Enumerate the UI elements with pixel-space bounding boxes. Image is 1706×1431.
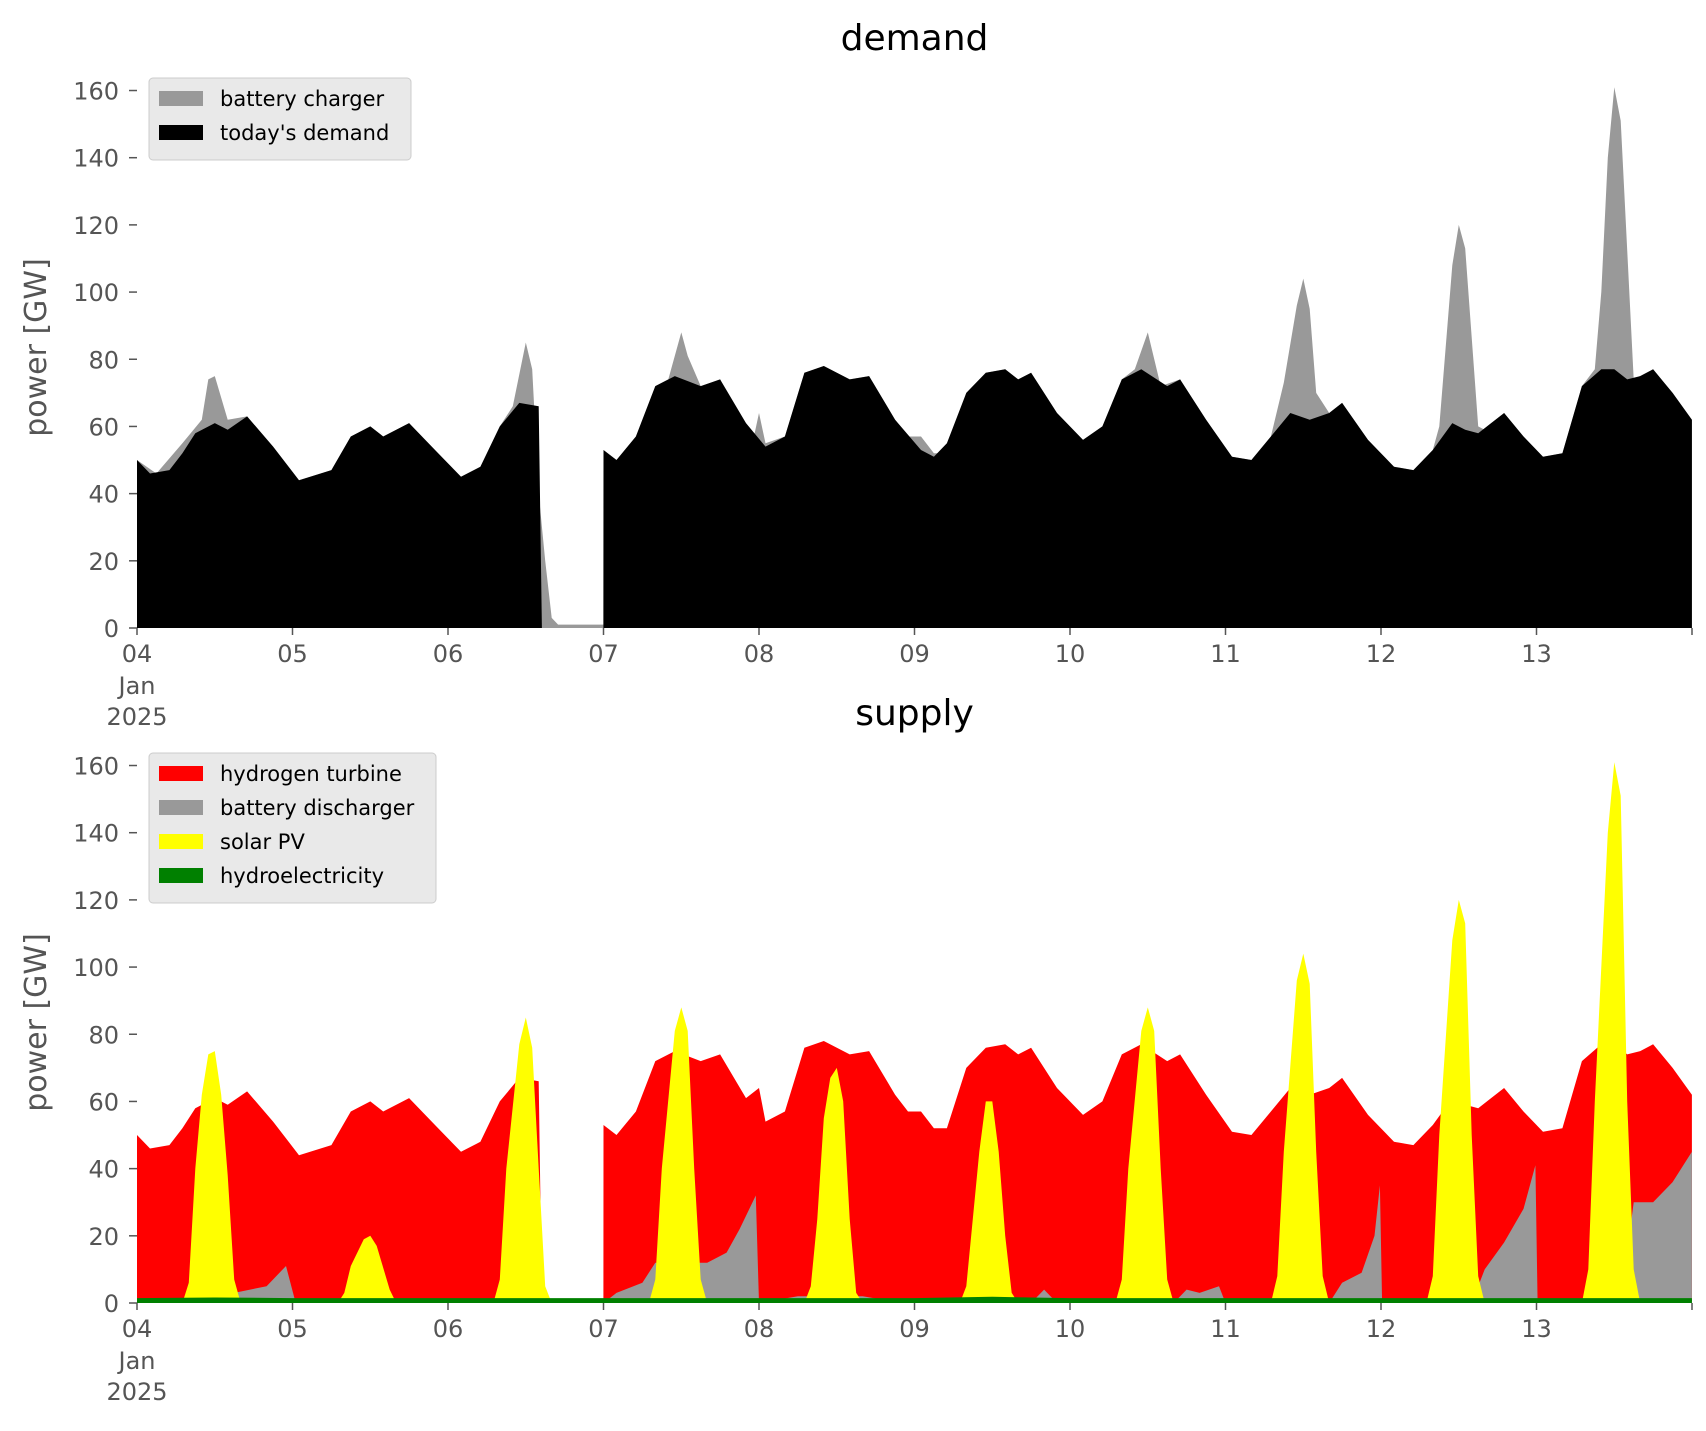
x-tick-label: 06: [433, 640, 464, 668]
series-area-battery-discharger: [137, 1151, 1692, 1303]
legend-swatch-battery-discharger: [159, 800, 203, 815]
demand-chart: demand 0 20 40 60 80 100 120 140 160 04 Jan 2025 05 06…: [19, 18, 1693, 731]
legend-swatch-solar-pv: [159, 834, 203, 849]
x-tick-label: 08: [744, 1315, 775, 1343]
y-tick-label: 0: [104, 1290, 119, 1318]
y-tick-label: 100: [73, 954, 119, 982]
y-tick-label: 0: [104, 615, 119, 643]
x-tick-label: 11: [1210, 640, 1241, 668]
legend-label: hydrogen turbine: [220, 762, 402, 786]
legend: hydrogen turbine battery discharger solar …: [148, 752, 437, 904]
x-tick-label: 07: [588, 1315, 619, 1343]
x-tick-sublabel: 2025: [106, 1378, 167, 1406]
y-tick-label: 40: [88, 1156, 119, 1184]
y-tick-label: 160: [73, 753, 119, 781]
x-tick-label: 06: [433, 1315, 464, 1343]
x-tick-label: 10: [1055, 1315, 1086, 1343]
x-tick-label: 10: [1055, 640, 1086, 668]
legend: battery charger today's demand: [148, 77, 412, 161]
y-axis-label: power [GW]: [19, 933, 54, 1112]
legend-box: [148, 77, 412, 161]
x-tick-label: 09: [899, 1315, 930, 1343]
x-tick-label: 13: [1521, 640, 1552, 668]
legend-label: battery discharger: [220, 796, 415, 820]
x-tick-label: 04: [122, 1315, 153, 1343]
supply-chart: supply 0 20 40 60 80 100 120 140 160 04 Jan 2025 05 06…: [19, 693, 1693, 1406]
x-tick-label: 05: [277, 1315, 308, 1343]
legend-label: battery charger: [220, 87, 385, 111]
chart-title: demand: [841, 18, 989, 59]
y-tick-label: 40: [88, 481, 119, 509]
legend-swatch-today-s-demand: [159, 125, 203, 140]
legend-swatch-hydroelectricity: [159, 868, 203, 883]
x-tick-label: 11: [1210, 1315, 1241, 1343]
y-tick-label: 140: [73, 145, 119, 173]
x-tick-sublabel: Jan: [117, 672, 156, 700]
y-tick-label: 100: [73, 279, 119, 307]
y-tick-label: 160: [73, 78, 119, 106]
x-tick-label: 08: [744, 640, 775, 668]
x-tick-label: 04: [122, 640, 153, 668]
x-tick-sublabel: 2025: [106, 703, 167, 731]
legend-box: [148, 752, 437, 904]
y-tick-label: 80: [88, 1021, 119, 1049]
x-tick-sublabel: Jan: [117, 1347, 156, 1375]
x-tick-label: 05: [277, 640, 308, 668]
y-tick-label: 20: [88, 1223, 119, 1251]
y-tick-label: 140: [73, 820, 119, 848]
x-tick-label: 12: [1366, 640, 1397, 668]
legend-swatch-hydrogen-turbine: [159, 766, 203, 781]
series-area-today-s-demand: [137, 366, 1692, 628]
legend-label: today's demand: [220, 121, 389, 145]
y-tick-label: 20: [88, 548, 119, 576]
legend-label: solar PV: [220, 830, 305, 854]
series-line-hydroelectricity: [136, 1296, 1692, 1302]
y-tick-label: 60: [88, 1088, 119, 1116]
y-tick-label: 120: [73, 212, 119, 240]
y-tick-label: 80: [88, 346, 119, 374]
x-tick-label: 12: [1366, 1315, 1397, 1343]
y-axis-label: power [GW]: [19, 258, 54, 437]
x-tick-label: 07: [588, 640, 619, 668]
x-tick-label: 13: [1521, 1315, 1552, 1343]
x-tick-label: 09: [899, 640, 930, 668]
legend-label: hydroelectricity: [220, 864, 384, 888]
chart-title: supply: [855, 693, 974, 734]
y-tick-label: 120: [73, 887, 119, 915]
y-tick-label: 60: [88, 413, 119, 441]
legend-swatch-battery-charger: [159, 91, 203, 106]
